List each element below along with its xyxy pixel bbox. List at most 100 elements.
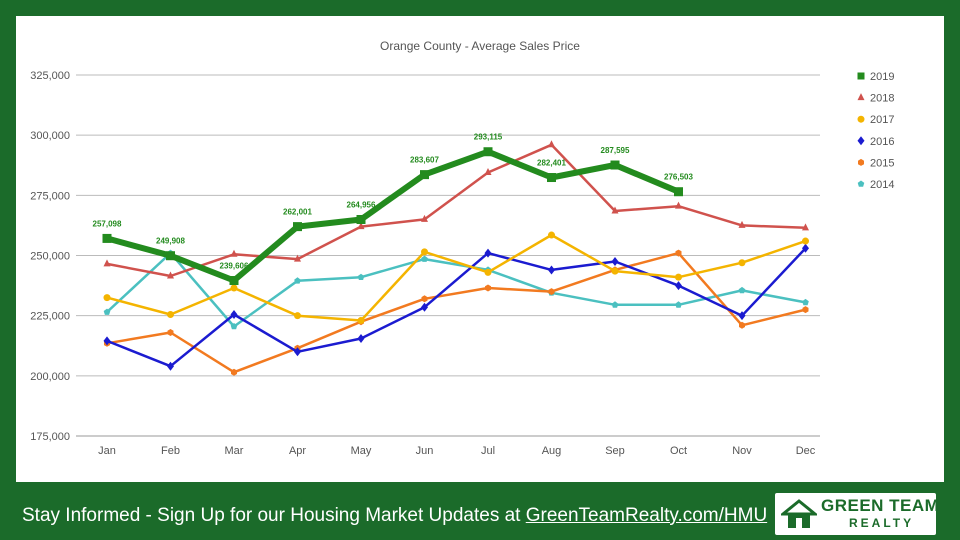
series-2019 — [102, 147, 683, 286]
signup-link[interactable]: GreenTeamRealty.com/HMU — [525, 505, 768, 526]
data-point — [675, 201, 682, 209]
data-point — [230, 249, 238, 257]
logo-subtitle: REALTY — [849, 516, 915, 530]
data-point — [610, 160, 620, 170]
data-point — [675, 281, 682, 291]
x-tick-label: Jun — [416, 445, 434, 457]
data-point — [548, 231, 555, 239]
series-line-2016 — [106, 247, 807, 368]
series-layer — [102, 140, 809, 376]
data-point — [611, 267, 619, 275]
data-point — [229, 276, 239, 286]
data-point — [231, 368, 237, 376]
data-point — [675, 273, 682, 281]
data-point — [738, 259, 746, 267]
legend-label: 2015 — [870, 157, 894, 169]
data-point — [421, 295, 428, 303]
data-point — [483, 147, 493, 157]
data-point — [103, 294, 111, 302]
data-point — [547, 173, 556, 183]
series-line-2018 — [106, 143, 806, 278]
y-tick-label: 325,000 — [30, 70, 70, 82]
data-point — [675, 301, 682, 308]
series-line-2014 — [106, 251, 806, 328]
data-point — [420, 170, 429, 180]
series-line-2015 — [106, 251, 806, 374]
data-point — [484, 167, 492, 175]
footer-banner: Stay Informed - Sign Up for our Housing … — [22, 505, 767, 527]
company-logo: GREEN TEAM REALTY — [775, 493, 940, 535]
series-line-2017 — [106, 233, 806, 322]
series-2017 — [103, 231, 809, 324]
series-line-2019 — [106, 148, 680, 284]
data-point — [548, 288, 555, 296]
data-point — [858, 158, 864, 166]
data-point — [294, 254, 301, 262]
data-point — [802, 243, 809, 253]
y-tick-label: 250,000 — [30, 251, 70, 263]
data-point — [857, 136, 865, 146]
data-label: 264,956 — [347, 201, 376, 210]
y-tick-label: 275,000 — [30, 190, 70, 202]
data-point — [294, 347, 301, 357]
data-point — [611, 301, 619, 308]
data-point — [103, 308, 111, 315]
axis-labels: 175,000 200,000 225,000 250,000 275,000 300,0… — [30, 70, 816, 457]
data-point — [857, 180, 865, 187]
data-point — [294, 312, 301, 320]
data-point — [230, 323, 238, 330]
series-2018 — [103, 140, 809, 279]
data-point — [611, 257, 619, 267]
x-tick-label: Nov — [732, 445, 752, 457]
data-labels: 257,098 249,908 239,606 262,001 264,956 283,6… — [93, 133, 694, 271]
data-point — [294, 277, 301, 284]
data-point — [484, 268, 492, 276]
data-point — [167, 271, 174, 279]
data-point — [167, 361, 174, 371]
x-tick-label: May — [351, 445, 372, 457]
data-point — [357, 222, 365, 230]
data-point — [356, 215, 366, 225]
data-point — [675, 249, 682, 257]
data-point — [103, 336, 111, 346]
x-tick-label: Mar — [225, 445, 244, 457]
logo-wordmark: GREEN TEAM — [821, 496, 940, 515]
data-point — [485, 284, 491, 292]
data-point — [857, 115, 865, 123]
data-point — [739, 321, 745, 329]
legend-label: 2014 — [870, 179, 894, 191]
data-point — [674, 187, 683, 197]
data-point — [421, 214, 428, 222]
y-tick-label: 175,000 — [30, 431, 70, 443]
x-tick-label: Jan — [98, 445, 116, 457]
y-tick-label: 200,000 — [30, 371, 70, 383]
data-label: 283,607 — [410, 156, 439, 165]
data-point — [484, 248, 492, 258]
grid-layer — [76, 74, 820, 437]
data-point — [738, 220, 746, 228]
data-point — [857, 72, 865, 80]
x-tick-label: Sep — [605, 445, 625, 457]
data-point — [103, 259, 111, 267]
data-label: 287,595 — [601, 146, 630, 155]
data-point — [548, 140, 555, 148]
data-point — [293, 222, 302, 232]
data-point — [802, 237, 809, 245]
data-point — [421, 255, 428, 262]
data-point — [167, 329, 174, 336]
data-point — [738, 311, 746, 321]
data-label: 293,115 — [474, 133, 503, 142]
legend-label: 2019 — [870, 71, 894, 83]
chart-panel: Orange County - Average Sales Price 175,… — [16, 16, 944, 482]
series-2016 — [103, 243, 809, 371]
data-point — [102, 233, 112, 243]
data-point — [611, 206, 619, 214]
data-point — [357, 273, 365, 280]
data-point — [802, 223, 809, 231]
x-tick-label: Aug — [542, 445, 562, 457]
x-tick-label: Jul — [481, 445, 495, 457]
data-label: 276,503 — [664, 173, 693, 182]
x-tick-label: Oct — [670, 445, 687, 457]
y-tick-label: 300,000 — [30, 130, 70, 142]
data-point — [357, 316, 365, 324]
